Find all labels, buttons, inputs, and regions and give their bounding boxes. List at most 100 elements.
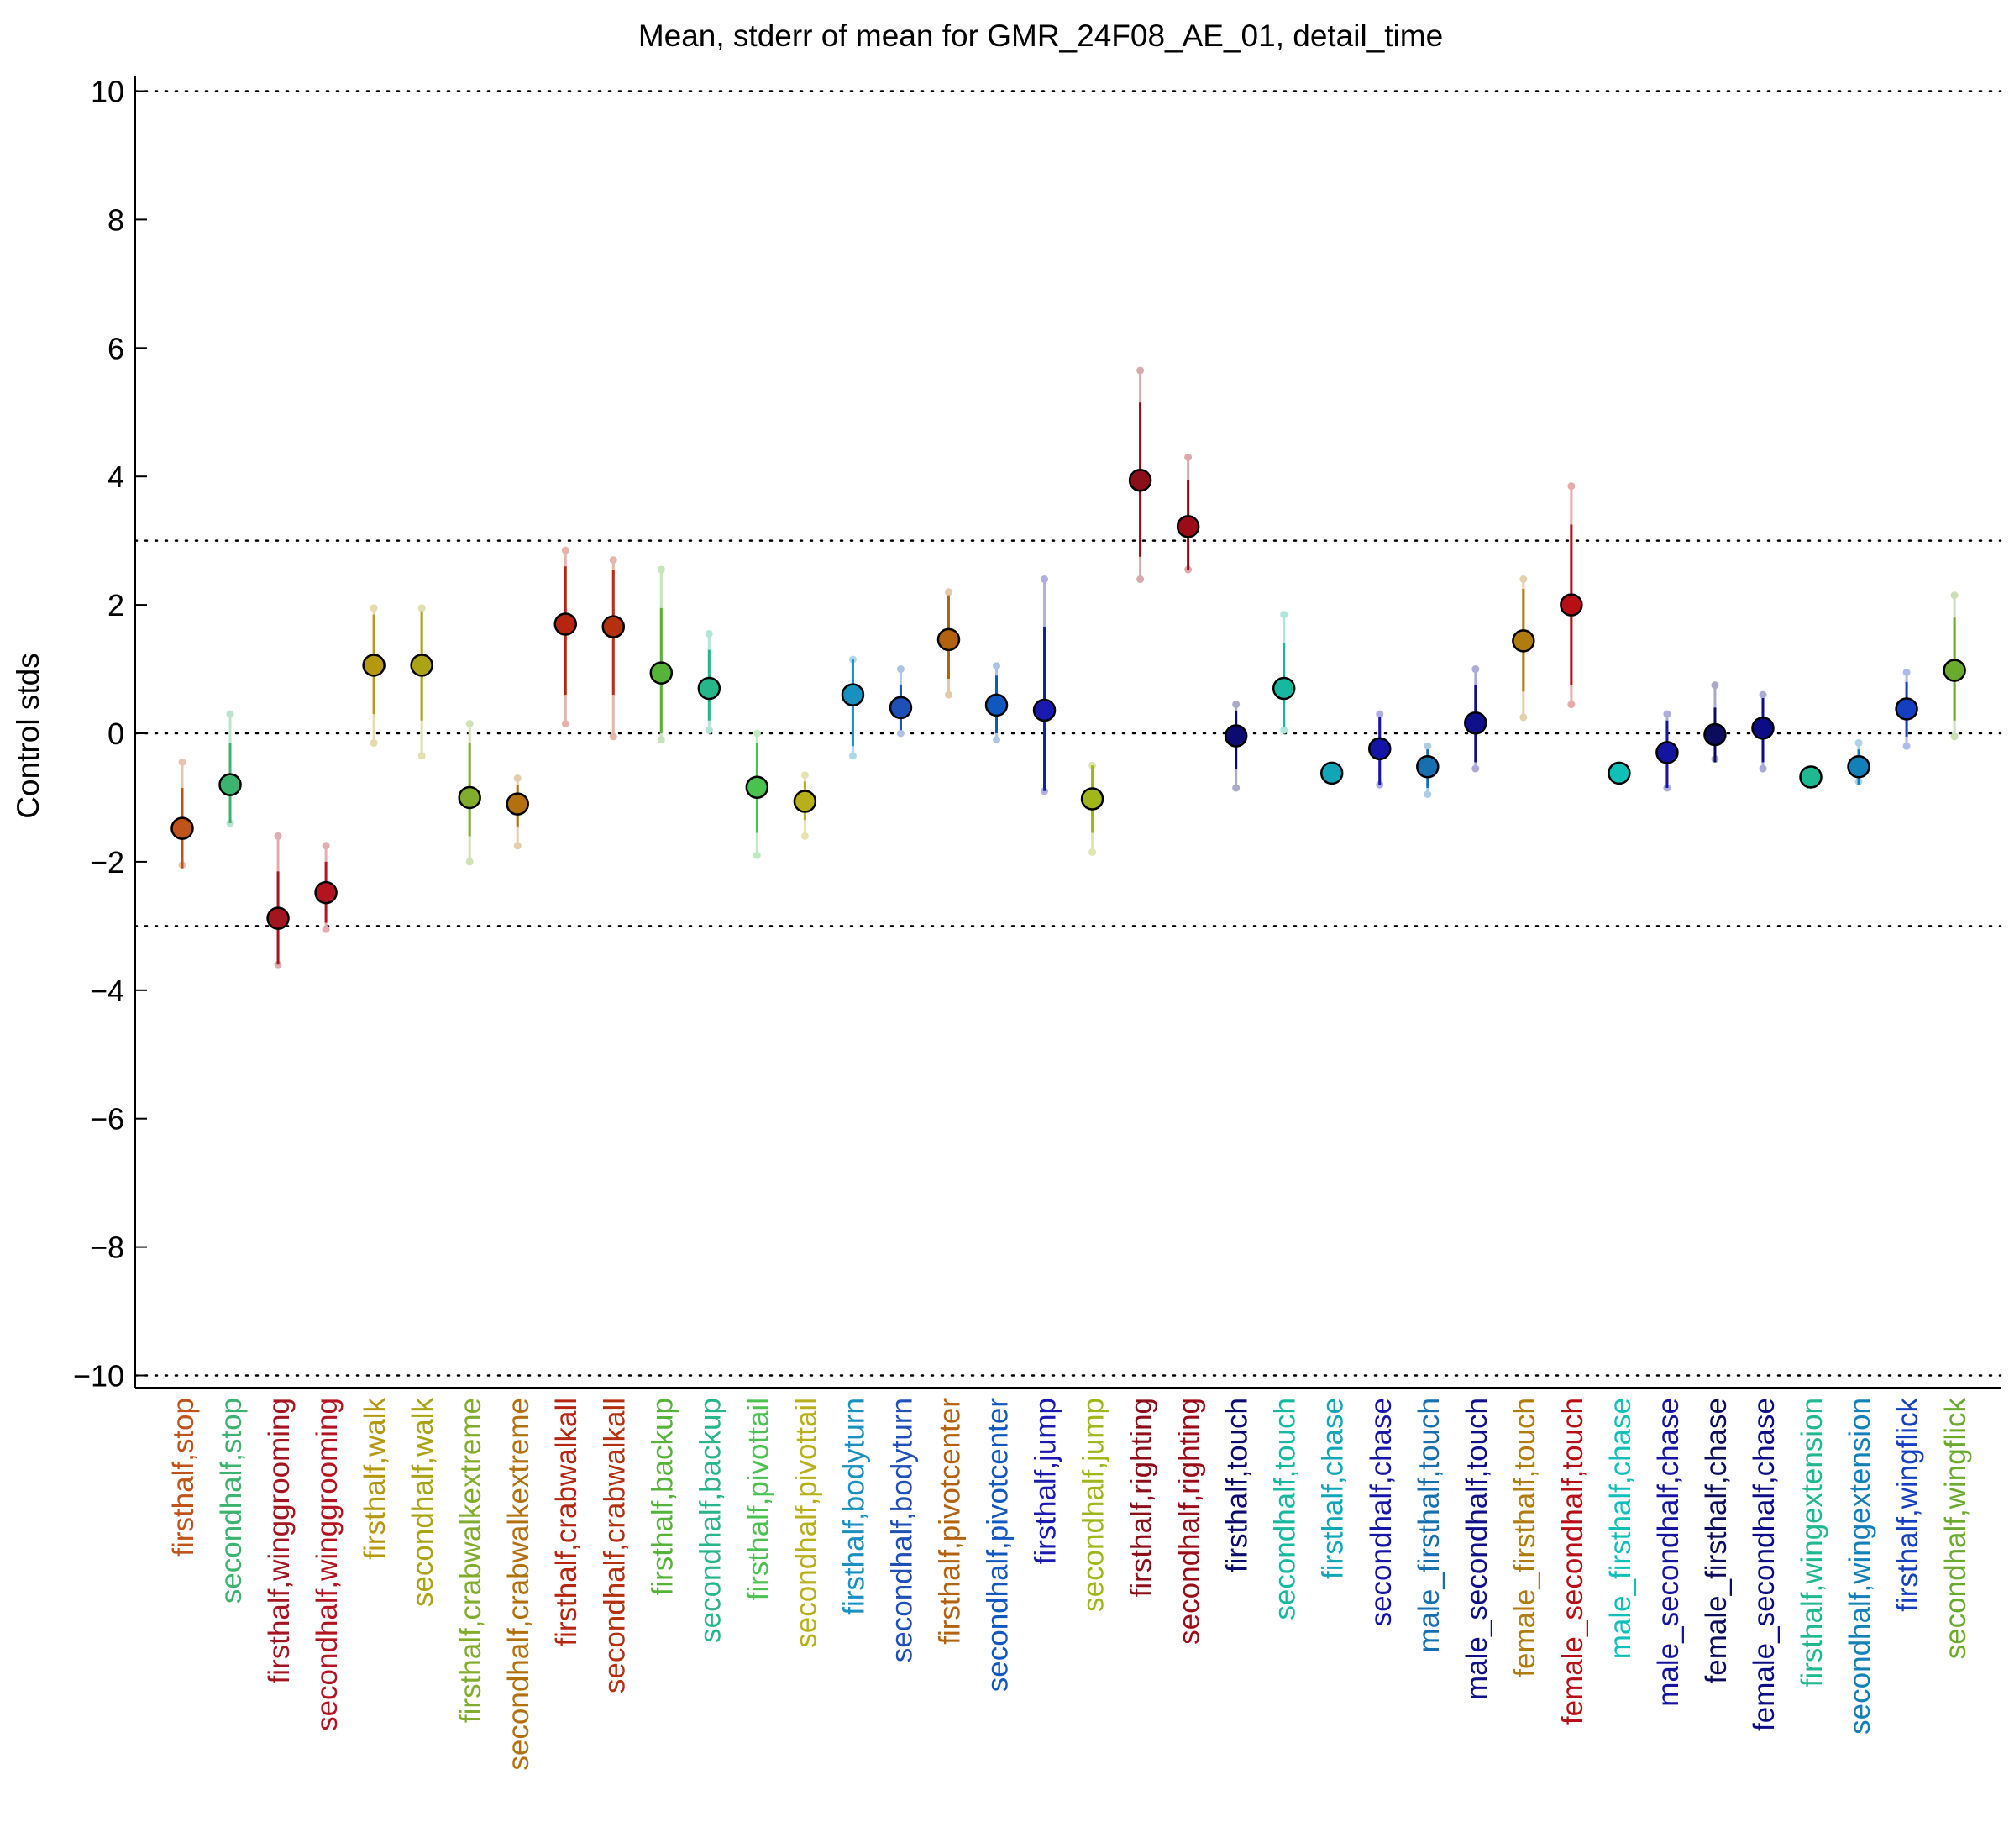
x-tick-label: secondhalf,touch [1269,1398,1302,1620]
range-end-point [944,588,952,596]
y-tick-label: 2 [108,588,124,622]
range-end-point [1950,591,1959,600]
range-end-point [1759,764,1767,773]
y-tick-label: −6 [90,1102,124,1137]
chart-title: Mean, stderr of mean for GMR_24F08_AE_01… [638,18,1443,53]
mean-marker [506,792,529,816]
range-end-point [178,758,186,766]
range-end-point [417,752,426,760]
data-point-group [314,842,338,933]
range-end-point [1424,742,1432,750]
data-point-group [1176,453,1200,574]
range-end-point [1759,690,1767,699]
data-point-group [1847,738,1870,785]
range-end-point [274,832,282,840]
range-end-point [1424,790,1432,799]
data-point-group [1319,761,1344,785]
range-end-point [1232,701,1241,709]
x-tick-label: female_firsthalf,chase [1700,1398,1733,1683]
mean-marker [1703,722,1727,747]
range-end-point [1136,575,1145,584]
x-tick-label: secondhalf,walk [407,1398,439,1608]
range-end-point [1854,738,1863,747]
mean-marker [1272,676,1296,701]
mean-marker [936,627,961,652]
range-end-point [322,842,330,850]
range-end-point [1663,710,1671,718]
x-tick-label: firsthalf,crabwalkall [550,1398,583,1646]
range-end-point [1567,482,1576,491]
data-point-group [266,832,290,969]
data-point-group [1032,575,1057,795]
mean-marker [1224,724,1248,748]
x-tick-label: firsthalf,touch [1221,1398,1254,1572]
x-tick-label: male_firsthalf,touch [1413,1398,1445,1652]
x-tick-label: secondhalf,backup [694,1398,726,1643]
data-point-group [745,729,769,859]
y-ticks: −10 −8 −6 −4 −2 0 2 4 6 8 10 [73,75,147,1394]
mean-marker [649,661,674,685]
data-point-group [1416,742,1440,799]
y-tick-label: −4 [90,974,124,1008]
data-point-group [1799,765,1823,789]
y-tick-label: 6 [108,331,124,365]
mean-marker [1751,717,1775,740]
mean-marker [266,906,290,930]
data-point-group [649,565,674,744]
x-tick-label: male_firsthalf,chase [1604,1398,1637,1659]
x-tick-label: secondhalf,bodyturn [885,1398,918,1662]
mean-marker [1799,765,1823,789]
range-end-point [753,729,761,738]
range-end-point [561,546,569,554]
range-end-point [896,665,905,674]
x-tick-label: male_secondhalf,touch [1461,1398,1493,1700]
mean-marker [314,880,338,905]
x-tick-label: secondhalf,chase [1365,1398,1398,1626]
data-point-group [1464,665,1487,773]
x-tick-label: secondhalf,jump [1078,1398,1110,1612]
y-tick-label: −8 [90,1231,124,1265]
mean-marker [1847,755,1870,779]
range-end-point [1519,575,1528,584]
range-end-point [705,630,713,638]
data-point-group [1751,690,1775,773]
range-end-point [944,690,952,699]
axes [134,76,2001,1389]
range-end-point [657,565,665,574]
range-end-point [609,732,617,741]
mean-marker [793,790,817,813]
x-tick-label: female_secondhalf,touch [1556,1398,1589,1725]
range-end-point [417,604,426,612]
data-point-group [1560,482,1583,709]
range-end-point [465,858,474,866]
mean-marker [697,676,721,701]
x-tick-label: female_firsthalf,touch [1508,1398,1541,1677]
x-tick-labels: firsthalf,stop secondhalf,stop firsthalf,w… [167,1398,1972,1771]
x-tick-label: male_secondhalf,chase [1652,1398,1685,1707]
range-end-point [513,842,522,850]
data-point-group [458,720,481,866]
mean-marker [984,693,1009,717]
data-point-group [1608,761,1631,785]
x-tick-label: secondhalf,pivotcenter [982,1398,1015,1693]
y-tick-label: 4 [108,459,124,494]
x-tick-label: secondhalf,righting [1173,1398,1206,1645]
y-tick-label: 8 [108,202,124,237]
x-tick-label: firsthalf,crabwalkextreme [454,1398,487,1723]
range-end-point [657,736,665,744]
range-end-point [226,710,234,718]
data-point-group [1512,575,1535,722]
range-end-point [1471,665,1480,674]
y-tick-label: −10 [73,1359,124,1394]
y-tick-label: 0 [108,717,124,751]
range-end-point [1280,726,1288,734]
data-point-group [1895,668,1918,750]
y-tick-label: −2 [90,845,124,879]
x-tick-label: firsthalf,jump [1030,1398,1062,1564]
x-tick-label: secondhalf,winggrooming [311,1398,344,1731]
data-point-group [1224,701,1248,792]
x-tick-label: firsthalf,stop [167,1398,200,1557]
range-end-point [1950,732,1959,741]
range-end-point [1376,710,1384,718]
